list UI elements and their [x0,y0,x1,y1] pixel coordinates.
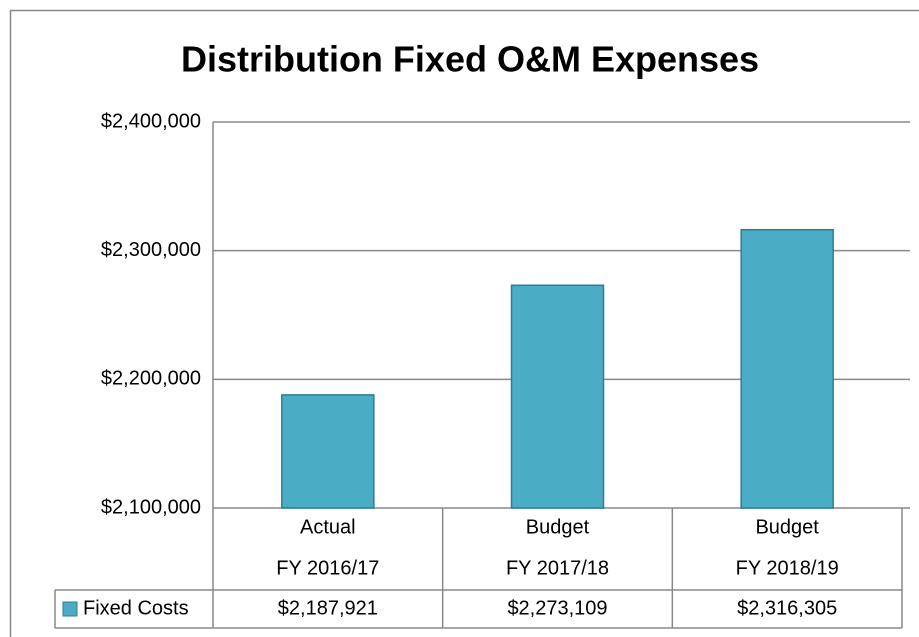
x-tick-label: FY 2017/18 [506,557,609,579]
legend-label: Fixed Costs [83,597,189,619]
legend-swatch [62,601,78,617]
y-tick-label: $2,100,000 [101,496,201,518]
x-tick-label: FY 2016/17 [276,557,379,579]
data-table-value: $2,273,109 [507,597,607,619]
data-table-value: $2,316,305 [737,597,837,619]
x-tick-label: Budget [755,516,819,538]
y-tick-label: $2,200,000 [101,368,201,390]
x-tick-label: Budget [526,516,590,538]
y-tick-label: $2,400,000 [101,110,201,132]
x-tick-label: FY 2018/19 [736,557,839,579]
bar [281,394,375,509]
y-tick-label: $2,300,000 [101,239,201,261]
data-table-value: $2,187,921 [278,597,378,619]
bar [510,284,605,509]
bar [740,228,834,509]
chart-title: Distribution Fixed O&M Expenses [181,39,759,80]
x-tick-label: Actual [300,516,356,538]
